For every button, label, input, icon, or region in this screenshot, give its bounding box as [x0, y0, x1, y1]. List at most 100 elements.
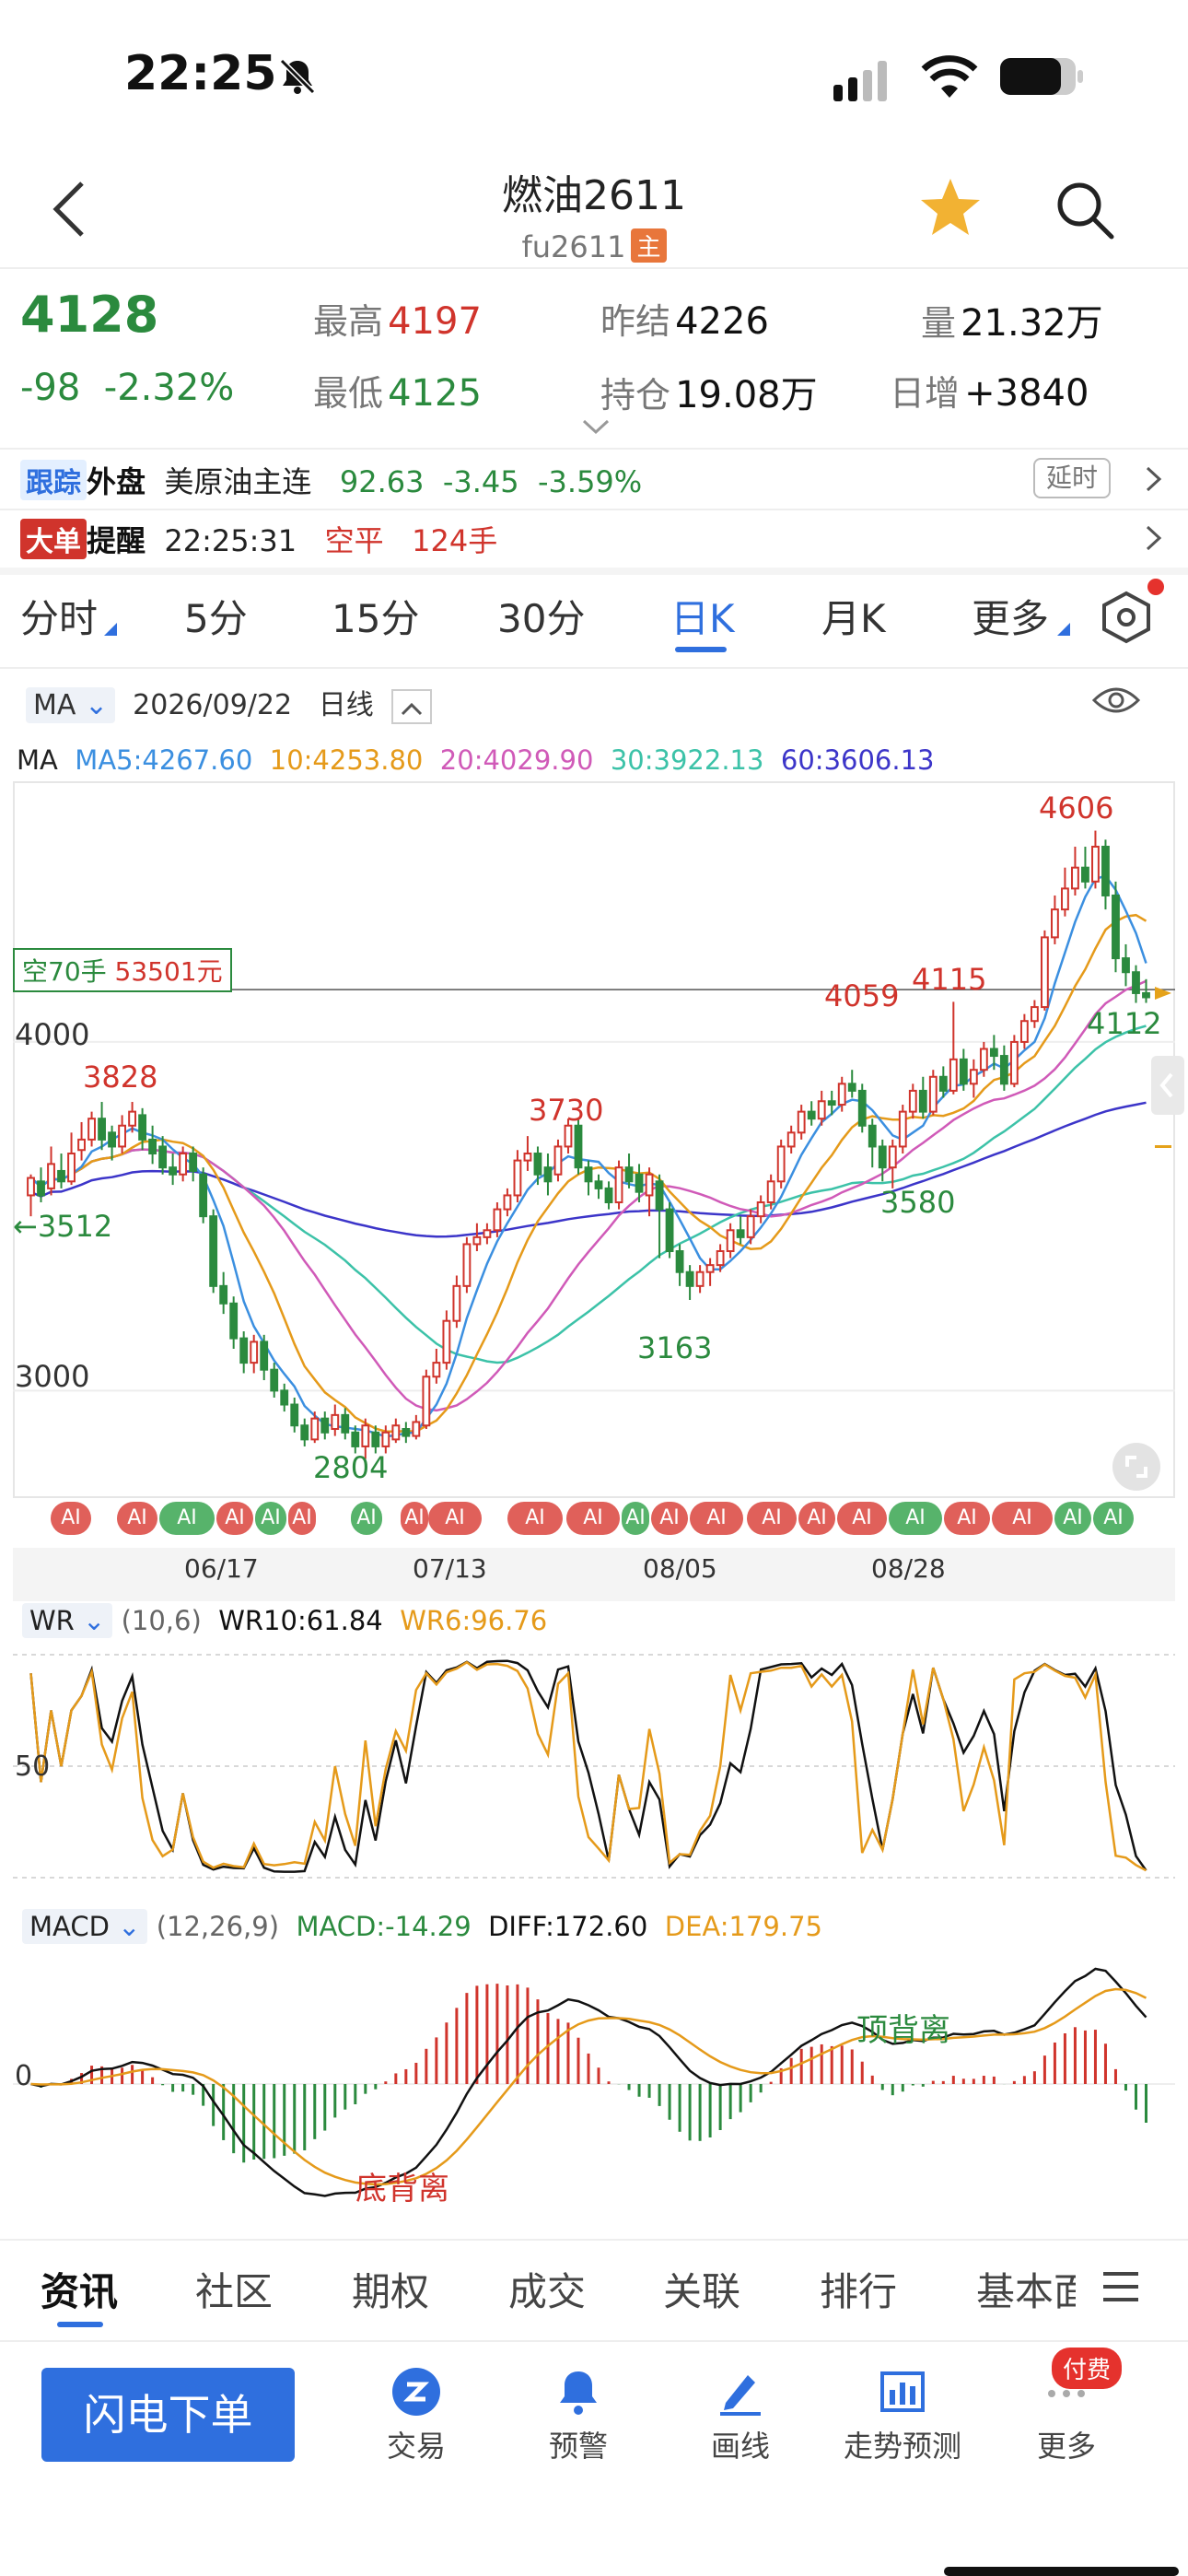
ai-signal-pill[interactable]: AI	[992, 1502, 1053, 1535]
settings-hexagon-icon[interactable]	[1101, 590, 1152, 645]
ai-signal-pill[interactable]: AI	[944, 1502, 990, 1535]
annotation-3730: 3730	[529, 1093, 604, 1128]
big-order-row[interactable]: 大单 提醒 22:25:31 空平 124手	[20, 518, 497, 560]
ai-signal-pill[interactable]: AI	[566, 1502, 620, 1535]
ai-signal-pill[interactable]: AI	[837, 1502, 887, 1535]
ai-signal-pill[interactable]: AI	[117, 1502, 157, 1535]
tab-more[interactable]: 更多	[972, 596, 1050, 641]
tab-monthly-k[interactable]: 月K	[821, 596, 886, 641]
ai-signal-pill[interactable]: AI	[288, 1502, 316, 1535]
tab-fundamentals[interactable]: 基本面	[976, 2269, 1076, 2314]
candle	[1101, 839, 1110, 910]
ai-signal-pill[interactable]: AI	[747, 1502, 797, 1535]
candle-body	[949, 1058, 958, 1092]
candle-body	[1112, 894, 1120, 960]
candle	[169, 1153, 178, 1186]
ai-signal-pill[interactable]: AI	[889, 1502, 942, 1535]
more-label: 更多	[1036, 2429, 1096, 2464]
collapse-button[interactable]	[390, 688, 432, 724]
candle-body	[513, 1159, 522, 1197]
more-dots-icon	[1048, 2390, 1085, 2397]
active-info-tab-underline	[57, 2322, 103, 2327]
tab-15min[interactable]: 15分	[332, 596, 420, 641]
tab-ranking[interactable]: 排行	[820, 2269, 898, 2314]
kline-chart-frame[interactable]	[13, 781, 1175, 1498]
ai-signal-pill[interactable]: AI	[428, 1502, 482, 1535]
oi-change-value: +3840	[964, 372, 1089, 415]
ai-signal-pill[interactable]: AI	[216, 1502, 253, 1535]
candle	[685, 1265, 694, 1300]
tab-news[interactable]: 资讯	[41, 2269, 119, 2314]
macd-legend: MACD ⌄ (12,26,9) MACD:-14.29 DIFF:172.60…	[22, 1909, 822, 1944]
menu-icon[interactable]	[1101, 2270, 1140, 2303]
kline-chart[interactable]	[13, 781, 1175, 1498]
macd-select[interactable]: MACD ⌄	[22, 1909, 148, 1944]
ai-signal-pill[interactable]: AI	[507, 1502, 563, 1535]
forecast-action[interactable]: 走势预测	[829, 2366, 976, 2465]
y-tick-4000: 4000	[15, 1017, 90, 1052]
tab-trades[interactable]: 成交	[508, 2269, 587, 2314]
ai-signal-pill[interactable]: AI	[690, 1502, 743, 1535]
ai-signal-pill[interactable]: AI	[622, 1502, 649, 1535]
candle-body	[503, 1194, 512, 1211]
trade-action[interactable]: 交易	[343, 2366, 490, 2465]
ai-signal-pill[interactable]: AI	[255, 1502, 286, 1535]
more-action[interactable]: 更多	[993, 2366, 1140, 2465]
chart-side-handle[interactable]	[1151, 1056, 1184, 1115]
eye-icon[interactable]	[1092, 684, 1140, 717]
ai-signal-pill[interactable]: AI	[401, 1502, 428, 1535]
tab-5min[interactable]: 5分	[184, 596, 248, 641]
wr-select[interactable]: WR ⌄	[22, 1603, 113, 1638]
favorite-star-icon[interactable]	[919, 177, 982, 238]
ai-signal-pill[interactable]: AI	[159, 1502, 215, 1535]
ai-signal-pill[interactable]: AI	[1093, 1502, 1134, 1535]
candle	[158, 1136, 168, 1175]
macd-chart[interactable]	[13, 1946, 1175, 2213]
forecast-label: 走势预测	[843, 2429, 961, 2464]
back-icon[interactable]	[51, 180, 87, 239]
candle	[381, 1425, 390, 1454]
wr10-value: WR10:61.84	[218, 1605, 383, 1636]
overseas-ticker-row[interactable]: 跟踪 外盘 美原油主连 92.63 -3.45 -3.59%	[20, 459, 642, 501]
x-tick-0617: 06/17	[184, 1553, 259, 1584]
search-icon[interactable]	[1054, 180, 1115, 240]
indicator-select[interactable]: MA ⌄	[26, 687, 116, 723]
candle-body	[260, 1341, 269, 1371]
ai-signal-pill[interactable]: AI	[51, 1502, 91, 1535]
candle	[270, 1363, 279, 1398]
candle	[1142, 978, 1150, 1003]
alert-tag: 提醒	[87, 523, 146, 558]
draw-action[interactable]: 画线	[667, 2366, 814, 2465]
tab-community[interactable]: 社区	[195, 2269, 274, 2314]
tab-30min[interactable]: 30分	[497, 596, 586, 641]
candle	[219, 1271, 228, 1315]
candle	[898, 1105, 907, 1154]
ai-signal-pill[interactable]: AI	[1054, 1502, 1091, 1535]
candle-body	[77, 1138, 86, 1152]
expand-chevron-icon[interactable]	[582, 419, 610, 436]
wr-chart[interactable]	[13, 1638, 1175, 1898]
tab-options[interactable]: 期权	[352, 2269, 430, 2314]
alert-label: 预警	[548, 2429, 608, 2464]
forecast-chart-icon	[880, 2371, 925, 2412]
position-tag[interactable]: 空70手 53501元	[13, 948, 232, 992]
candle	[645, 1167, 654, 1217]
candle	[452, 1275, 461, 1329]
wr-params: (10,6)	[121, 1605, 202, 1636]
candle-body	[635, 1173, 644, 1193]
alert-action[interactable]: 预警	[505, 2366, 652, 2465]
tab-daily-k[interactable]: 日K	[670, 596, 735, 641]
chevron-right-icon[interactable]	[1146, 466, 1162, 492]
chevron-right-icon[interactable]	[1146, 525, 1162, 551]
ai-signal-pill[interactable]: AI	[798, 1502, 835, 1535]
dropdown-triangle-icon	[104, 623, 117, 636]
fullscreen-icon[interactable]	[1111, 1441, 1162, 1493]
flash-order-button[interactable]: 闪电下单	[41, 2368, 295, 2462]
tabs-divider	[0, 667, 1188, 669]
tab-related[interactable]: 关联	[663, 2269, 741, 2314]
position-tag-text: 空70手	[22, 956, 107, 987]
ai-signal-pill[interactable]: AI	[351, 1502, 382, 1535]
ai-signal-pill[interactable]: AI	[651, 1502, 688, 1535]
tab-time-sharing[interactable]: 分时	[20, 596, 99, 641]
section-divider	[0, 568, 1188, 575]
